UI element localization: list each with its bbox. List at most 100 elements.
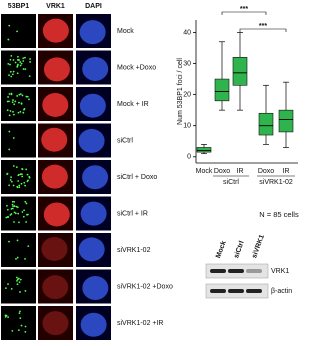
focus-dot — [21, 173, 23, 176]
micrograph — [38, 269, 73, 304]
blot-band — [228, 289, 244, 293]
focus-dot — [11, 207, 14, 210]
focus-dot — [12, 165, 15, 167]
focus-dot — [7, 62, 10, 65]
lane-label: siCtrl — [233, 240, 246, 259]
focus-dot — [24, 330, 27, 333]
row-label: siVRK1-02 +IR — [117, 320, 164, 327]
focus-dot — [25, 221, 28, 223]
band-label: VRK1 — [271, 268, 289, 275]
focus-dot — [4, 287, 7, 290]
row-label: Mock + IR — [117, 101, 149, 108]
focus-dot — [17, 63, 19, 66]
focus-dot — [16, 30, 18, 33]
focus-dot — [25, 202, 28, 205]
focus-dot — [24, 290, 27, 292]
focus-dot — [16, 186, 19, 189]
focus-dot — [18, 312, 21, 315]
lane-label: siVRK1 — [251, 234, 266, 260]
focus-dot — [27, 213, 29, 216]
focus-dot — [8, 24, 11, 27]
focus-dot — [7, 283, 9, 286]
blot-band — [246, 269, 262, 273]
focus-dot — [21, 211, 24, 213]
focus-dot — [23, 108, 26, 110]
micrograph — [38, 233, 73, 267]
focus-dot — [9, 70, 12, 73]
focus-dot — [24, 184, 27, 187]
x-tick-label: Doxo — [258, 168, 274, 175]
nucleus — [41, 236, 68, 261]
note: N = 85 cells — [259, 210, 299, 219]
focus-dot — [9, 179, 12, 181]
focus-dot — [19, 110, 22, 113]
focus-dot — [19, 291, 21, 293]
focus-dot — [17, 59, 20, 61]
focus-dot — [21, 175, 24, 178]
focus-dot — [27, 245, 30, 248]
nucleus — [43, 202, 70, 227]
y-tick-label: 0 — [187, 154, 191, 161]
focus-dot — [22, 111, 25, 114]
micrograph — [1, 123, 36, 158]
focus-dot — [20, 324, 23, 327]
box — [258, 112, 274, 136]
focus-dot — [16, 283, 19, 286]
focus-dot — [17, 329, 20, 332]
focus-dot — [12, 137, 15, 139]
focus-dot — [8, 148, 11, 151]
significance-label: *** — [240, 6, 248, 13]
focus-dot — [10, 213, 13, 215]
focus-dot — [10, 55, 13, 57]
focus-dot — [9, 110, 12, 112]
row-label: siCtrl + IR — [117, 210, 148, 217]
channel-label: VRK1 — [46, 3, 65, 10]
y-tick-label: 40 — [183, 29, 191, 36]
focus-dot — [10, 176, 12, 179]
focus-dot — [24, 56, 26, 59]
focus-dot — [10, 208, 13, 210]
focus-dot — [18, 93, 21, 96]
focus-dot — [26, 180, 29, 183]
focus-dot — [11, 200, 14, 203]
box — [278, 109, 294, 133]
focus-dot — [18, 101, 20, 104]
focus-dot — [16, 239, 19, 242]
focus-dot — [20, 102, 23, 105]
focus-dot — [25, 95, 28, 98]
row-label: siVRK1-02 — [117, 247, 151, 254]
focus-dot — [23, 181, 26, 184]
focus-dot — [12, 99, 14, 101]
box — [196, 147, 212, 153]
row-label: siCtrl — [117, 137, 133, 144]
nucleus — [78, 237, 105, 262]
nucleus — [41, 164, 68, 189]
focus-dot — [18, 221, 20, 224]
y-axis-label: Num 53BP1 foci / cell — [177, 58, 184, 125]
significance-bracket — [221, 11, 267, 15]
focus-dot — [15, 257, 17, 260]
band-label: β-actin — [271, 288, 292, 295]
focus-dot — [17, 111, 20, 114]
focus-dot — [19, 64, 22, 67]
row-label: Mock — [117, 28, 134, 35]
nucleus — [82, 275, 109, 300]
focus-dot — [5, 314, 8, 317]
focus-dot — [8, 93, 11, 95]
group-label: siCtrl — [223, 179, 239, 186]
focus-dot — [16, 72, 19, 75]
x-tick-label: IR — [283, 168, 290, 175]
x-tick-label: Mock — [196, 168, 213, 175]
nucleus — [42, 92, 69, 117]
nucleus — [78, 128, 105, 153]
focus-dot — [18, 184, 21, 187]
row-label: siCtrl + Doxo — [117, 174, 157, 181]
focus-dot — [29, 58, 31, 60]
focus-dot — [22, 215, 25, 218]
focus-dot — [8, 184, 11, 187]
focus-dot — [17, 180, 20, 182]
blot-band — [210, 269, 226, 273]
focus-dot — [14, 61, 17, 64]
focus-dot — [21, 94, 24, 97]
focus-dot — [19, 61, 22, 63]
